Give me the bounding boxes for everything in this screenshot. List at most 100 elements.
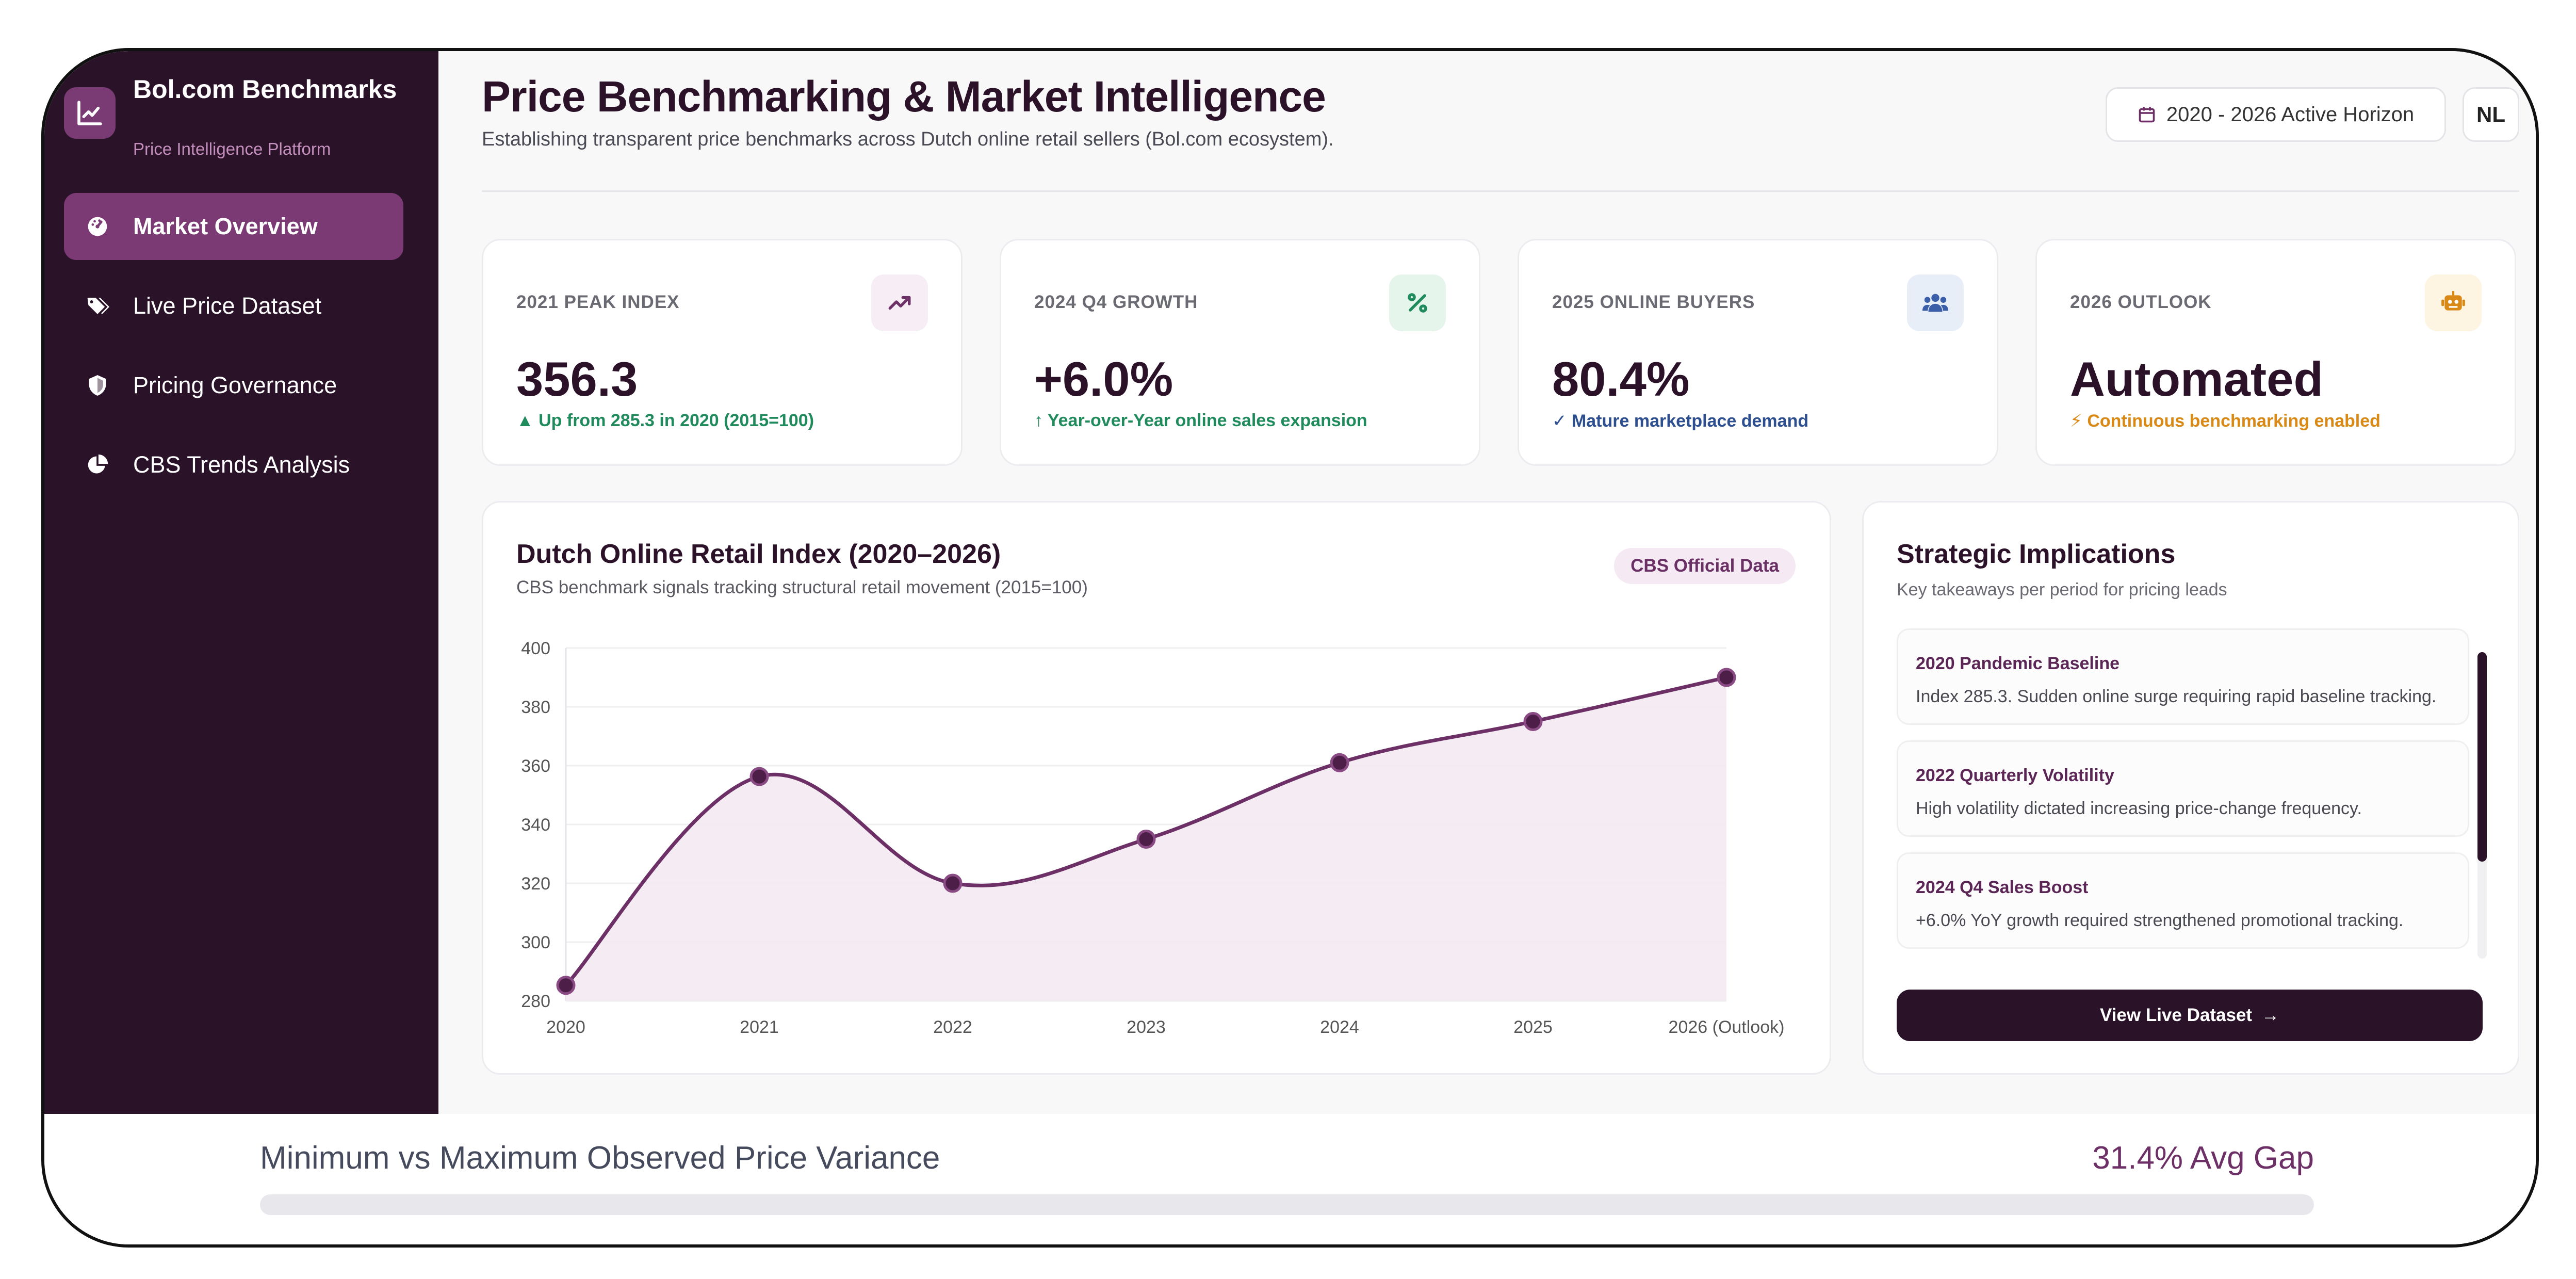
- shield-icon: [85, 373, 110, 398]
- chart-subtitle: CBS benchmark signals tracking structura…: [516, 577, 1088, 597]
- sidebar-item-pricing-governance[interactable]: Pricing Governance: [64, 352, 403, 419]
- pie-chart-icon: [85, 452, 110, 478]
- stat-label: 2025 ONLINE BUYERS: [1552, 292, 1755, 312]
- variance-title: Minimum vs Maximum Observed Price Varian…: [260, 1140, 940, 1176]
- list-item-text: Index 285.3. Sudden online surge requiri…: [1916, 687, 2437, 706]
- percent-icon: [1389, 274, 1446, 331]
- stat-value: 80.4%: [1552, 352, 1690, 406]
- users-icon: [1907, 274, 1964, 331]
- list-item: 2022 Quarterly Volatility High volatilit…: [1897, 740, 2469, 837]
- sidebar-item-market-overview[interactable]: Market Overview: [64, 193, 403, 260]
- chart-title: Dutch Online Retail Index (2020–2026): [516, 539, 1001, 569]
- strategic-title: Strategic Implications: [1897, 539, 2176, 569]
- list-item-title: 2022 Quarterly Volatility: [1916, 766, 2114, 785]
- x-tick-label: 2024: [1320, 1017, 1359, 1037]
- y-tick-label: 280: [521, 992, 550, 1011]
- stat-note: ↑ Year-over-Year online sales expansion: [1034, 411, 1367, 430]
- sidebar: Bol.com Benchmarks Price Intelligence Pl…: [44, 51, 438, 1114]
- view-live-dataset-button[interactable]: View Live Dataset →: [1897, 990, 2483, 1041]
- scrollbar-thumb[interactable]: [2477, 652, 2487, 862]
- button-label: View Live Dataset: [2099, 1005, 2253, 1025]
- list-item-title: 2020 Pandemic Baseline: [1916, 654, 2120, 673]
- list-item: 2024 Q4 Sales Boost +6.0% YoY growth req…: [1897, 852, 2469, 949]
- price-variance-panel: Minimum vs Maximum Observed Price Varian…: [44, 1114, 2536, 1244]
- stat-value: +6.0%: [1034, 352, 1173, 406]
- list-item-text: +6.0% YoY growth required strengthened p…: [1916, 911, 2404, 930]
- sidebar-item-label: Pricing Governance: [133, 372, 337, 398]
- stat-card-online-buyers: 2025 ONLINE BUYERS 80.4% ✓ Mature market…: [1518, 239, 1998, 466]
- list-item-title: 2024 Q4 Sales Boost: [1916, 878, 2089, 897]
- date-horizon-label: 2020 - 2026 Active Horizon: [2166, 103, 2415, 126]
- sidebar-nav: Market Overview Live Price Dataset Prici…: [64, 193, 403, 511]
- stat-card-peak-index: 2021 PEAK INDEX 356.3 ▲ Up from 285.3 in…: [482, 239, 963, 466]
- sidebar-item-cbs-trends-analysis[interactable]: CBS Trends Analysis: [64, 431, 403, 498]
- header-divider: [482, 190, 2519, 192]
- list-scrollbar[interactable]: [2477, 652, 2487, 959]
- list-item-text: High volatility dictated increasing pric…: [1916, 799, 2362, 818]
- dashboard-gauge-icon: [85, 214, 110, 239]
- sidebar-item-label: Market Overview: [133, 213, 318, 239]
- y-tick-label: 300: [521, 933, 550, 952]
- tags-icon: [85, 293, 110, 319]
- x-tick-label: 2025: [1513, 1017, 1553, 1037]
- y-tick-label: 320: [521, 874, 550, 894]
- data-source-badge: CBS Official Data: [1614, 548, 1796, 584]
- date-horizon-button[interactable]: 2020 - 2026 Active Horizon: [2106, 87, 2446, 142]
- stat-note: ▲ Up from 285.3 in 2020 (2015=100): [516, 411, 814, 430]
- data-point: [1717, 668, 1736, 687]
- list-item: 2020 Pandemic Baseline Index 285.3. Sudd…: [1897, 628, 2469, 725]
- data-point: [749, 767, 769, 786]
- x-tick-label: 2022: [933, 1017, 972, 1037]
- variance-bar: [260, 1194, 2314, 1215]
- caret-up-icon: ▲: [516, 411, 539, 430]
- brand-subtitle: Price Intelligence Platform: [133, 139, 331, 158]
- data-point: [556, 976, 576, 995]
- data-point: [1523, 712, 1543, 731]
- stat-card-outlook: 2026 OUTLOOK Automated ⚡ Continuous benc…: [2035, 239, 2516, 466]
- retail-index-chart: 280 300 320 340 360 380 400 2020 2021 2022 2023 202…: [521, 639, 1785, 1037]
- variance-bar-fill: [260, 1194, 2314, 1215]
- stat-label: 2024 Q4 GROWTH: [1034, 292, 1198, 312]
- trend-up-icon: [871, 274, 928, 331]
- strategic-subtitle: Key takeaways per period for pricing lea…: [1897, 580, 2227, 600]
- x-tick-label: 2023: [1127, 1017, 1166, 1037]
- y-tick-label: 360: [521, 756, 550, 776]
- bolt-icon: ⚡: [2070, 411, 2088, 431]
- sidebar-item-label: CBS Trends Analysis: [133, 451, 350, 478]
- check-icon: ✓: [1552, 411, 1572, 431]
- x-tick-label: 2026 (Outlook): [1669, 1017, 1785, 1037]
- arrow-right-icon: →: [2261, 1005, 2280, 1025]
- strategic-list[interactable]: 2020 Pandemic Baseline Index 285.3. Sudd…: [1897, 628, 2474, 950]
- stat-note: ⚡ Continuous benchmarking enabled: [2070, 411, 2381, 431]
- robot-icon: [2425, 274, 2482, 331]
- arrow-up-icon: ↑: [1034, 411, 1048, 430]
- data-point: [943, 873, 963, 893]
- stat-value: Automated: [2070, 352, 2323, 406]
- stat-card-q4-growth: 2024 Q4 GROWTH +6.0% ↑ Year-over-Year on…: [1000, 239, 1480, 466]
- data-point: [1136, 830, 1156, 849]
- sidebar-item-live-price-dataset[interactable]: Live Price Dataset: [64, 272, 403, 339]
- page-title: Price Benchmarking & Market Intelligence: [482, 72, 1326, 121]
- y-tick-label: 380: [521, 698, 550, 717]
- brand[interactable]: Bol.com Benchmarks Price Intelligence Pl…: [64, 67, 425, 159]
- stat-value: 356.3: [516, 352, 638, 406]
- y-tick-label: 400: [521, 639, 550, 658]
- sidebar-item-label: Live Price Dataset: [133, 293, 322, 319]
- variance-value: 31.4% Avg Gap: [2092, 1140, 2314, 1176]
- main-content: Price Benchmarking & Market Intelligence…: [438, 51, 2536, 1114]
- language-toggle[interactable]: NL: [2463, 87, 2519, 142]
- brand-title: Bol.com Benchmarks: [133, 75, 397, 104]
- line-chart-icon: [64, 87, 116, 139]
- calendar-icon: [2138, 105, 2156, 124]
- app-frame: Bol.com Benchmarks Price Intelligence Pl…: [41, 48, 2539, 1248]
- y-tick-label: 340: [521, 815, 550, 835]
- x-tick-label: 2021: [740, 1017, 779, 1037]
- retail-index-chart-card: 280 300 320 340 360 380 400 2020 2021 2022 2023 202…: [482, 501, 1831, 1075]
- x-tick-label: 2020: [546, 1017, 585, 1037]
- data-point: [1330, 753, 1349, 772]
- stat-label: 2021 PEAK INDEX: [516, 292, 680, 312]
- page-subtitle: Establishing transparent price benchmark…: [482, 128, 1334, 150]
- stat-note: ✓ Mature marketplace demand: [1552, 411, 1809, 431]
- app-window: Bol.com Benchmarks Price Intelligence Pl…: [44, 51, 2536, 1114]
- strategic-implications-card: Strategic Implications Key takeaways per…: [1862, 501, 2519, 1075]
